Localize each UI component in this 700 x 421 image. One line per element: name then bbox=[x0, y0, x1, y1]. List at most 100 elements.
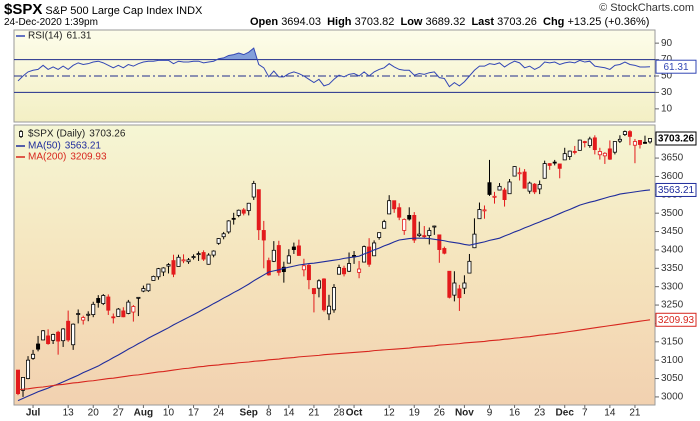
candle-body bbox=[36, 343, 41, 350]
candle-body bbox=[41, 330, 46, 341]
x-tick-label: Sep bbox=[240, 408, 258, 419]
candle-body bbox=[91, 303, 96, 316]
x-tick-label: 17 bbox=[188, 408, 200, 419]
candle-body bbox=[612, 141, 617, 153]
x-tick-label: Aug bbox=[134, 408, 153, 419]
candle-body bbox=[151, 275, 156, 281]
candle-body bbox=[186, 259, 191, 263]
candle-body bbox=[256, 189, 261, 231]
legend-label: RSI(14) bbox=[28, 31, 62, 42]
quote-change: +13.25 (+0.36%) bbox=[567, 16, 650, 28]
candle-body bbox=[101, 295, 106, 304]
candle-body bbox=[607, 148, 612, 160]
candle-body bbox=[136, 296, 141, 299]
value-tag-box bbox=[655, 59, 697, 74]
value-tag: 3703.26 bbox=[658, 134, 695, 145]
candle-body bbox=[311, 288, 316, 295]
x-tick-label: 14 bbox=[283, 408, 295, 419]
candle-body bbox=[387, 200, 392, 215]
candle-body bbox=[537, 184, 542, 190]
candle-body bbox=[51, 334, 56, 341]
candle-body bbox=[417, 233, 422, 237]
x-tick-label: 24 bbox=[213, 408, 225, 419]
candle-body bbox=[96, 298, 101, 303]
candle-body bbox=[66, 320, 71, 341]
x-tick-label: 16 bbox=[509, 408, 521, 419]
candle-body bbox=[196, 253, 201, 256]
price-layer bbox=[15, 130, 653, 402]
candle-body bbox=[367, 246, 372, 265]
candle-body bbox=[216, 238, 221, 244]
y-tick-label: 3000 bbox=[661, 392, 684, 403]
candle-body bbox=[497, 185, 502, 191]
x-tick-label: 21 bbox=[308, 408, 320, 419]
candle-body bbox=[316, 280, 321, 289]
candle-body bbox=[231, 217, 236, 220]
candle-body bbox=[281, 266, 286, 273]
candle-body bbox=[347, 263, 352, 272]
y-tick-label: 90 bbox=[661, 38, 673, 49]
x-tick-label: 20 bbox=[88, 408, 100, 419]
legend-label: MA(50) bbox=[28, 141, 61, 152]
x-tick-label: Jul bbox=[26, 408, 41, 419]
candle-body bbox=[15, 369, 20, 395]
candle-body bbox=[447, 270, 452, 298]
candle-body bbox=[627, 131, 632, 137]
candle-body bbox=[241, 209, 246, 214]
legend-value: 3563.21 bbox=[65, 141, 102, 152]
value-tag-box bbox=[655, 182, 697, 197]
y-tick-label: 3150 bbox=[661, 336, 684, 347]
header: $SPX S&P 500 Large Cap Index INDX 24-Dec… bbox=[0, 0, 700, 30]
legend-value: 3703.26 bbox=[89, 129, 126, 140]
quote-value: 3703.82 bbox=[354, 16, 395, 28]
candle-body bbox=[382, 221, 387, 229]
candle-body bbox=[126, 301, 131, 314]
candle-body bbox=[582, 141, 587, 144]
candle-body bbox=[597, 151, 602, 156]
y-tick-label: 3350 bbox=[661, 263, 684, 274]
x-tick-label: Oct bbox=[346, 408, 363, 419]
candle-body bbox=[86, 313, 91, 316]
candle-body bbox=[422, 235, 427, 238]
datetime: 24-Dec-2020 1:39pm bbox=[4, 17, 98, 28]
candle-body bbox=[567, 150, 572, 158]
x-tick-label: 12 bbox=[384, 408, 396, 419]
x-tick-label: 14 bbox=[604, 408, 616, 419]
candle-body bbox=[266, 260, 271, 276]
y-tick-label: 10 bbox=[661, 103, 673, 114]
x-tick-label: 28 bbox=[333, 408, 345, 419]
candle-body bbox=[201, 252, 206, 260]
candle-body bbox=[412, 214, 417, 241]
candle-body bbox=[226, 220, 231, 233]
candle-body bbox=[617, 138, 622, 142]
candle-body bbox=[61, 328, 66, 342]
legend-candle-icon bbox=[19, 131, 23, 137]
candle-body bbox=[296, 245, 301, 256]
rsi-line bbox=[17, 47, 651, 88]
index-name: S&P 500 Large Cap Index bbox=[45, 5, 174, 17]
candle-body bbox=[587, 138, 592, 146]
ma-line bbox=[17, 319, 651, 391]
candle-body bbox=[477, 209, 482, 220]
candle-body bbox=[432, 225, 437, 228]
candle-body bbox=[407, 214, 412, 220]
x-tick-label: 9 bbox=[487, 408, 493, 419]
candle-body bbox=[462, 282, 467, 289]
candle-body bbox=[211, 250, 216, 256]
y-tick-label: 3600 bbox=[661, 171, 684, 182]
x-tick-label: 21 bbox=[629, 408, 641, 419]
candle-body bbox=[71, 323, 76, 346]
candle-body bbox=[377, 232, 382, 238]
y-tick-label: 3500 bbox=[661, 208, 684, 219]
legend-value: 61.31 bbox=[66, 31, 91, 42]
title-row: $SPX S&P 500 Large Cap Index INDX bbox=[4, 1, 202, 18]
candle-body bbox=[141, 288, 146, 292]
x-tick-label: Dec bbox=[556, 408, 575, 419]
symbol: $SPX bbox=[4, 1, 43, 18]
candle-body bbox=[632, 141, 637, 146]
candle-body bbox=[457, 288, 462, 299]
candle-body bbox=[271, 249, 276, 262]
candle-body bbox=[437, 234, 442, 250]
